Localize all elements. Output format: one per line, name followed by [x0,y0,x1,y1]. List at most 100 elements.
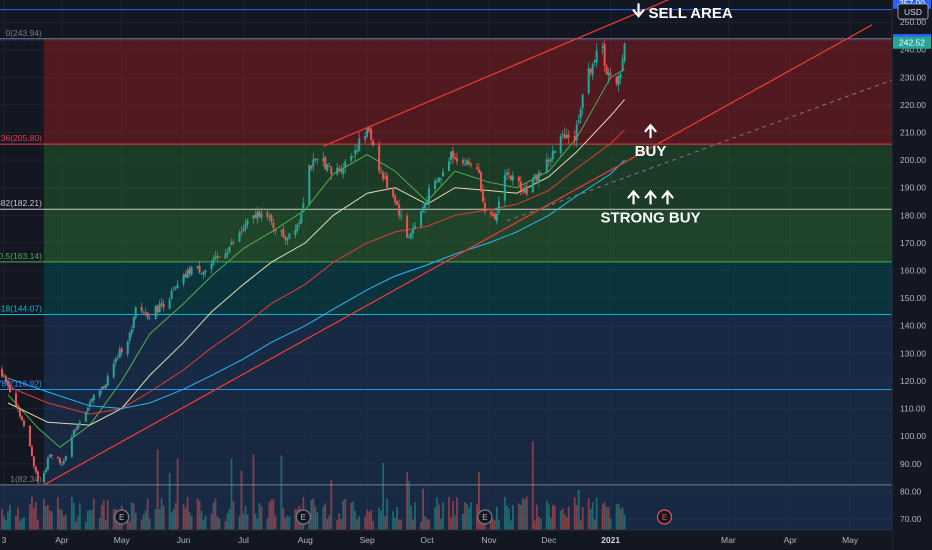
volume-bar [37,519,39,530]
fib-band [43,144,893,210]
volume-bar [314,505,317,530]
candle-body [42,472,45,483]
volume-bar [312,498,315,530]
volume-bar [464,502,466,530]
volume-bar [202,519,205,530]
earnings-marker[interactable]: E [295,509,311,525]
y-tick-label: 120.00 [900,376,926,386]
candle-body [509,175,512,180]
candle-body [176,284,179,288]
candle-body [491,214,494,216]
x-tick-label: Jun [177,535,191,545]
volume-bar [204,515,207,530]
candle-body [226,252,229,255]
volume-bar [168,472,171,530]
volume-bar [565,517,568,530]
volume-bar [160,498,163,530]
volume-bar [322,506,325,530]
candle-body [565,134,568,139]
volume-bar [104,519,107,530]
candle-body [384,176,387,178]
channel-lower-line[interactable] [43,24,873,486]
volume-bar [579,520,582,530]
candle-body [78,422,81,426]
candle-body [70,437,73,457]
price-axis[interactable]: 70.00 80.00 90.00 100.00 110.00 120.00 130.00 1… [891,0,932,550]
candle-body [140,307,143,312]
volume-bar [587,498,590,530]
volume-bar [448,496,450,530]
candle-body [507,172,510,174]
candle-body [617,76,620,85]
time-axis[interactable]: 3 Apr May Jun Jul Aug Sep Oct Nov Dec 2021 Mar Apr Ma… [0,529,892,550]
candle-body [142,312,145,314]
volume-bar [581,506,584,530]
y-tick-label: 150.00 [900,293,926,303]
currency-badge[interactable]: USD [897,3,929,20]
volume-bar [553,505,556,530]
candle-body [519,181,522,191]
volume-bar [31,496,33,530]
volume-bar [466,503,468,530]
earnings-marker[interactable]: E [477,509,493,525]
earnings-marker[interactable]: E [114,509,130,525]
candle-body [589,68,592,73]
candle-body [447,161,450,172]
volume-bar [394,517,397,530]
volume-bar [521,498,524,530]
earnings-label: E [662,513,667,522]
volume-bar [210,513,213,530]
volume-bar [86,510,89,530]
volume-bar [605,506,608,530]
volume-bar [144,510,147,530]
candle-body [154,306,157,319]
candle-body [288,233,291,239]
price-candles[interactable] [0,40,626,485]
volume-bar [170,511,173,530]
volume-bar [72,502,75,530]
volume-bar [84,521,87,530]
volume-bar [545,501,548,530]
earnings-label: E [301,513,306,522]
annotation-strong-buy: STRONG BUY [601,189,701,226]
volume-bar [468,507,470,530]
candle-body [22,420,25,426]
volume-bar [274,515,277,530]
volume-bar [507,508,510,530]
y-tick-label: 90.00 [900,459,922,469]
candle-body [272,222,275,228]
fib-label: 0(243.94) [6,28,43,38]
volume-bar [90,509,93,530]
fib-band [43,209,893,262]
annotation-sell-area: SELL AREA [632,3,733,22]
volume-bar [368,511,371,530]
y-tick-label: 130.00 [900,348,926,358]
volume-bar [256,518,259,530]
earnings-marker[interactable]: E [656,509,673,525]
volume-bar [531,441,534,530]
candle-body [451,150,454,158]
candle-body [130,329,133,334]
volume-bar [336,519,339,530]
candle-body [134,307,137,318]
annotation-text: SELL AREA [649,5,733,22]
candle-body [477,169,480,173]
candle-body [426,201,429,203]
volume-bar [294,509,297,530]
volume-bar [577,489,580,530]
candle-body [330,166,333,174]
y-tick-label: 220.00 [900,100,926,110]
fib-label: 0.786(116.92) [0,378,42,388]
volume-bar [190,515,193,530]
fib-band-lower [0,484,892,530]
candle-body [224,253,227,259]
candle-body [607,72,610,76]
candle-body [218,256,221,258]
volume-bar [607,507,610,530]
volume-bar [50,511,53,530]
y-tick-label: 160.00 [900,266,926,276]
candle-body [20,416,23,421]
x-tick-label: 3 [2,535,7,545]
candle-body [4,376,7,382]
